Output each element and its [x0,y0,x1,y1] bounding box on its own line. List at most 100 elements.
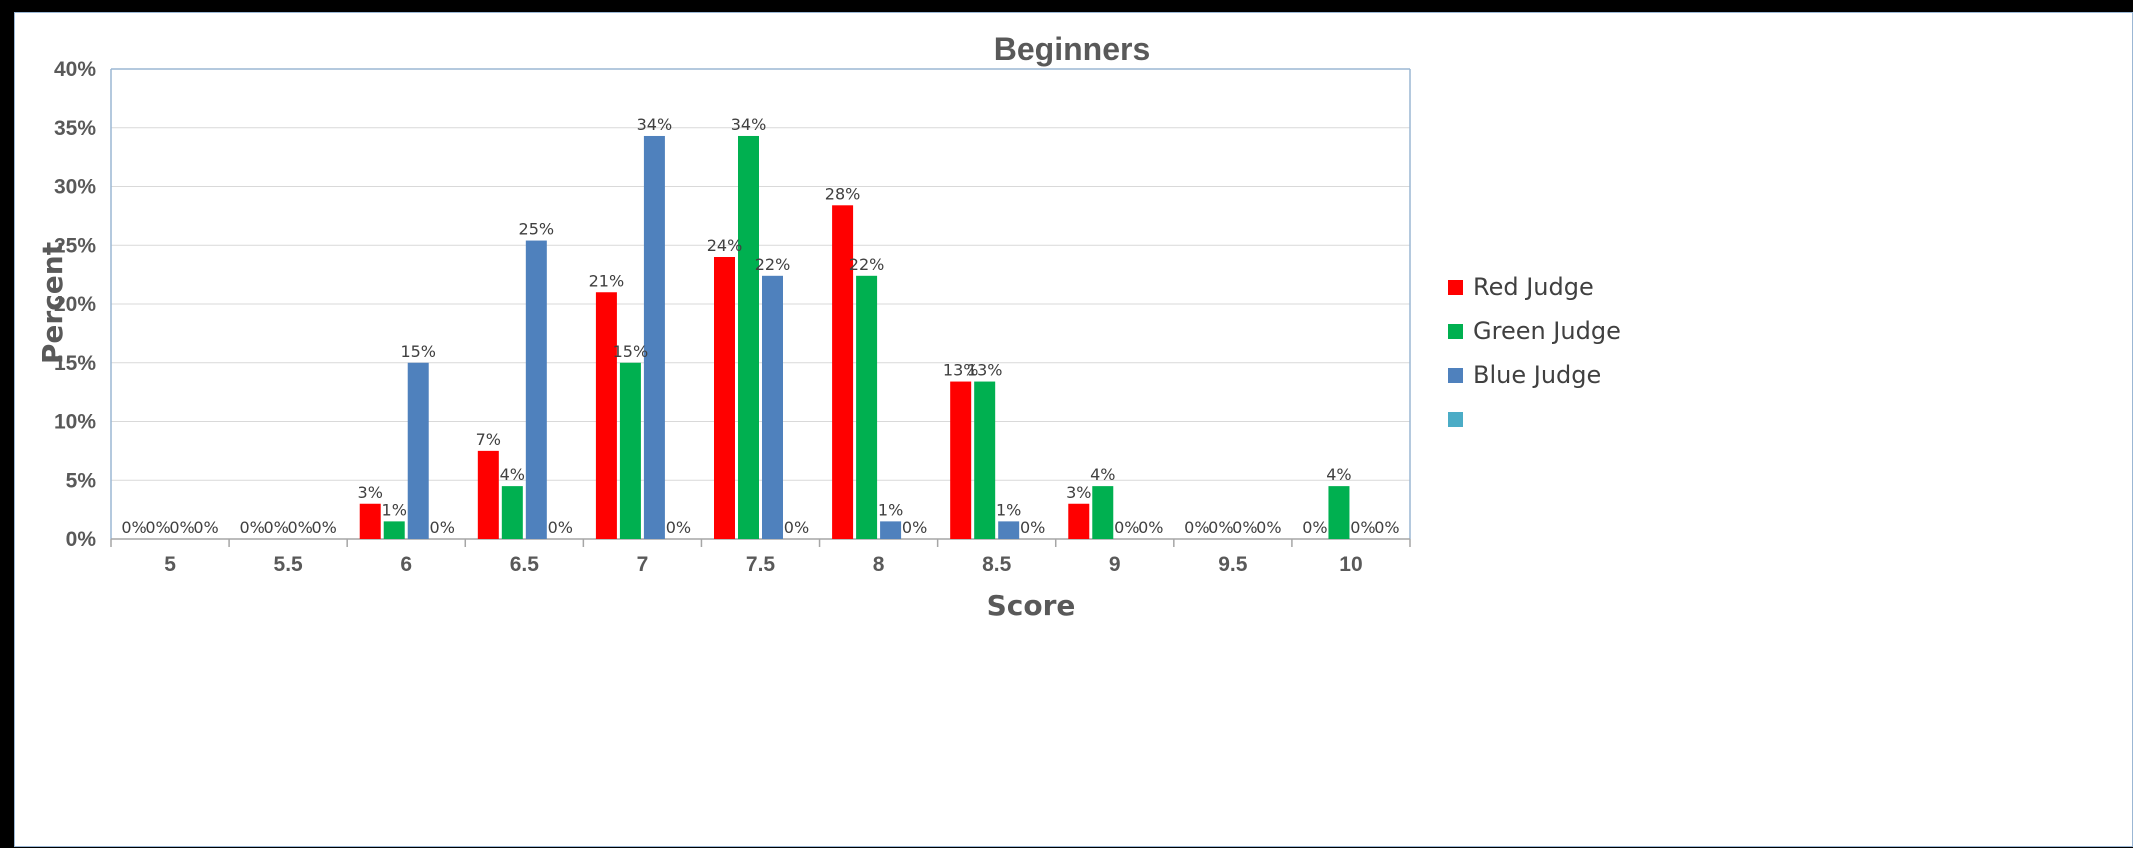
data-label: 28% [825,184,861,203]
chart-title: Beginners [994,31,1150,67]
bar [1092,486,1114,539]
data-label: 0% [169,518,194,537]
data-label: 0% [548,518,573,537]
data-label: 34% [731,115,767,134]
data-label: 22% [755,255,791,274]
data-label: 22% [849,255,885,274]
data-label: 0% [666,518,691,537]
data-label: 21% [589,271,625,290]
data-label: 0% [1374,518,1399,537]
data-label: 34% [637,115,673,134]
chart: Beginners 0%5%10%15%20%25%30%35%40% 0% 0%… [36,31,1621,622]
y-tick-label: 10% [54,411,96,434]
legend-label: Green Judge [1473,317,1621,345]
y-tick-label: 35% [54,117,96,140]
data-label: 3% [1066,483,1091,502]
bar [477,450,499,539]
data-label: 13% [967,361,1003,380]
bar [974,381,996,539]
bar [714,257,735,539]
legend: Red Judge Green Judge Blue Judge [1448,273,1621,427]
data-label: 7% [476,430,501,449]
data-label: 13% [943,361,979,380]
data-label: 4% [1326,465,1351,484]
bar [359,503,381,539]
data-label: 0% [121,518,146,537]
bar [880,521,902,539]
data-label: 15% [613,342,649,361]
bar [619,362,641,539]
x-axis-title: Score [987,589,1076,622]
x-tick-label: 7.5 [746,553,776,576]
y-tick-label: 5% [66,469,97,492]
data-label: 0% [239,518,264,537]
bar [998,521,1020,539]
data-label: 1% [878,500,903,519]
x-tick-label: 9.5 [1218,553,1248,576]
bar [383,521,405,539]
bar [950,381,972,539]
chart-frame: Beginners 0% 5% 10% 15% 20% 25% 30% 35% 40% 0% 0%… [14,12,2133,847]
data-label: 0% [1350,518,1375,537]
x-tick-label: 10 [1339,553,1362,576]
bar [856,275,878,539]
legend-swatch [1448,280,1463,295]
data-label: 24% [707,236,743,255]
data-label: 0% [902,518,927,537]
bar [738,135,759,539]
data-label: 25% [519,220,555,239]
bar [762,275,783,539]
bar [832,205,854,540]
data-label: 15% [400,342,436,361]
x-tick-label: 7 [637,553,649,576]
y-tick-label: 25% [54,234,96,257]
data-label: 0% [145,518,170,537]
x-tick-label: 9 [1109,553,1121,576]
legend-swatch [1448,368,1463,383]
data-label: 0% [1232,518,1257,537]
data-label: 0% [193,518,218,537]
bar [595,292,617,539]
data-label: 0% [1256,518,1281,537]
y-tick-label: 0% [66,528,97,551]
x-tick-label: 8.5 [982,553,1012,576]
y-tick-label: 40% [54,58,96,81]
data-label: 1% [382,500,407,519]
x-tick-label: 5 [164,553,176,576]
bar [1328,486,1350,539]
data-label: 0% [1302,518,1327,537]
y-tick-label: 15% [54,352,96,375]
y-tick-label: 20% [54,293,96,316]
bar [501,486,523,539]
y-axis-title: Percent [36,242,69,364]
x-tick-label: 5.5 [274,553,304,576]
legend-swatch [1448,412,1463,427]
data-label: 0% [311,518,336,537]
bar [643,135,665,539]
data-labels: 0% 0%3%7%21%24%28%13%3%0% 0%0% 0%1%4%15%34%… [121,115,1399,537]
data-label: 4% [1090,465,1115,484]
data-label: 0% [1020,518,1045,537]
legend-label: Red Judge [1473,273,1594,301]
data-label: 4% [500,465,525,484]
legend-swatch [1448,324,1463,339]
y-tick-label: 30% [54,176,96,199]
data-label: 0% [430,518,455,537]
data-label: 0% [784,518,809,537]
data-label: 0% [1208,518,1233,537]
x-tick-label: 6 [400,553,412,576]
data-label: 0% [1114,518,1139,537]
bars [359,135,1350,540]
data-label: 0% [263,518,288,537]
y-axis-ticks: 0% 5% 10% 15% 20% 25% 30% 35% 40% [54,58,96,551]
data-label: 1% [996,500,1021,519]
data-label: 3% [358,483,383,502]
gridlines [110,68,1411,540]
x-tick-label: 8 [873,553,885,576]
data-label: 0% [1184,518,1209,537]
data-label: 0% [287,518,312,537]
x-axis-ticks: 5 5.5 6 6.5 7 7.5 8 8.5 9 9.5 10 [110,539,1411,576]
bar [407,362,429,539]
x-tick-label: 6.5 [510,553,540,576]
legend-label: Blue Judge [1473,361,1601,389]
